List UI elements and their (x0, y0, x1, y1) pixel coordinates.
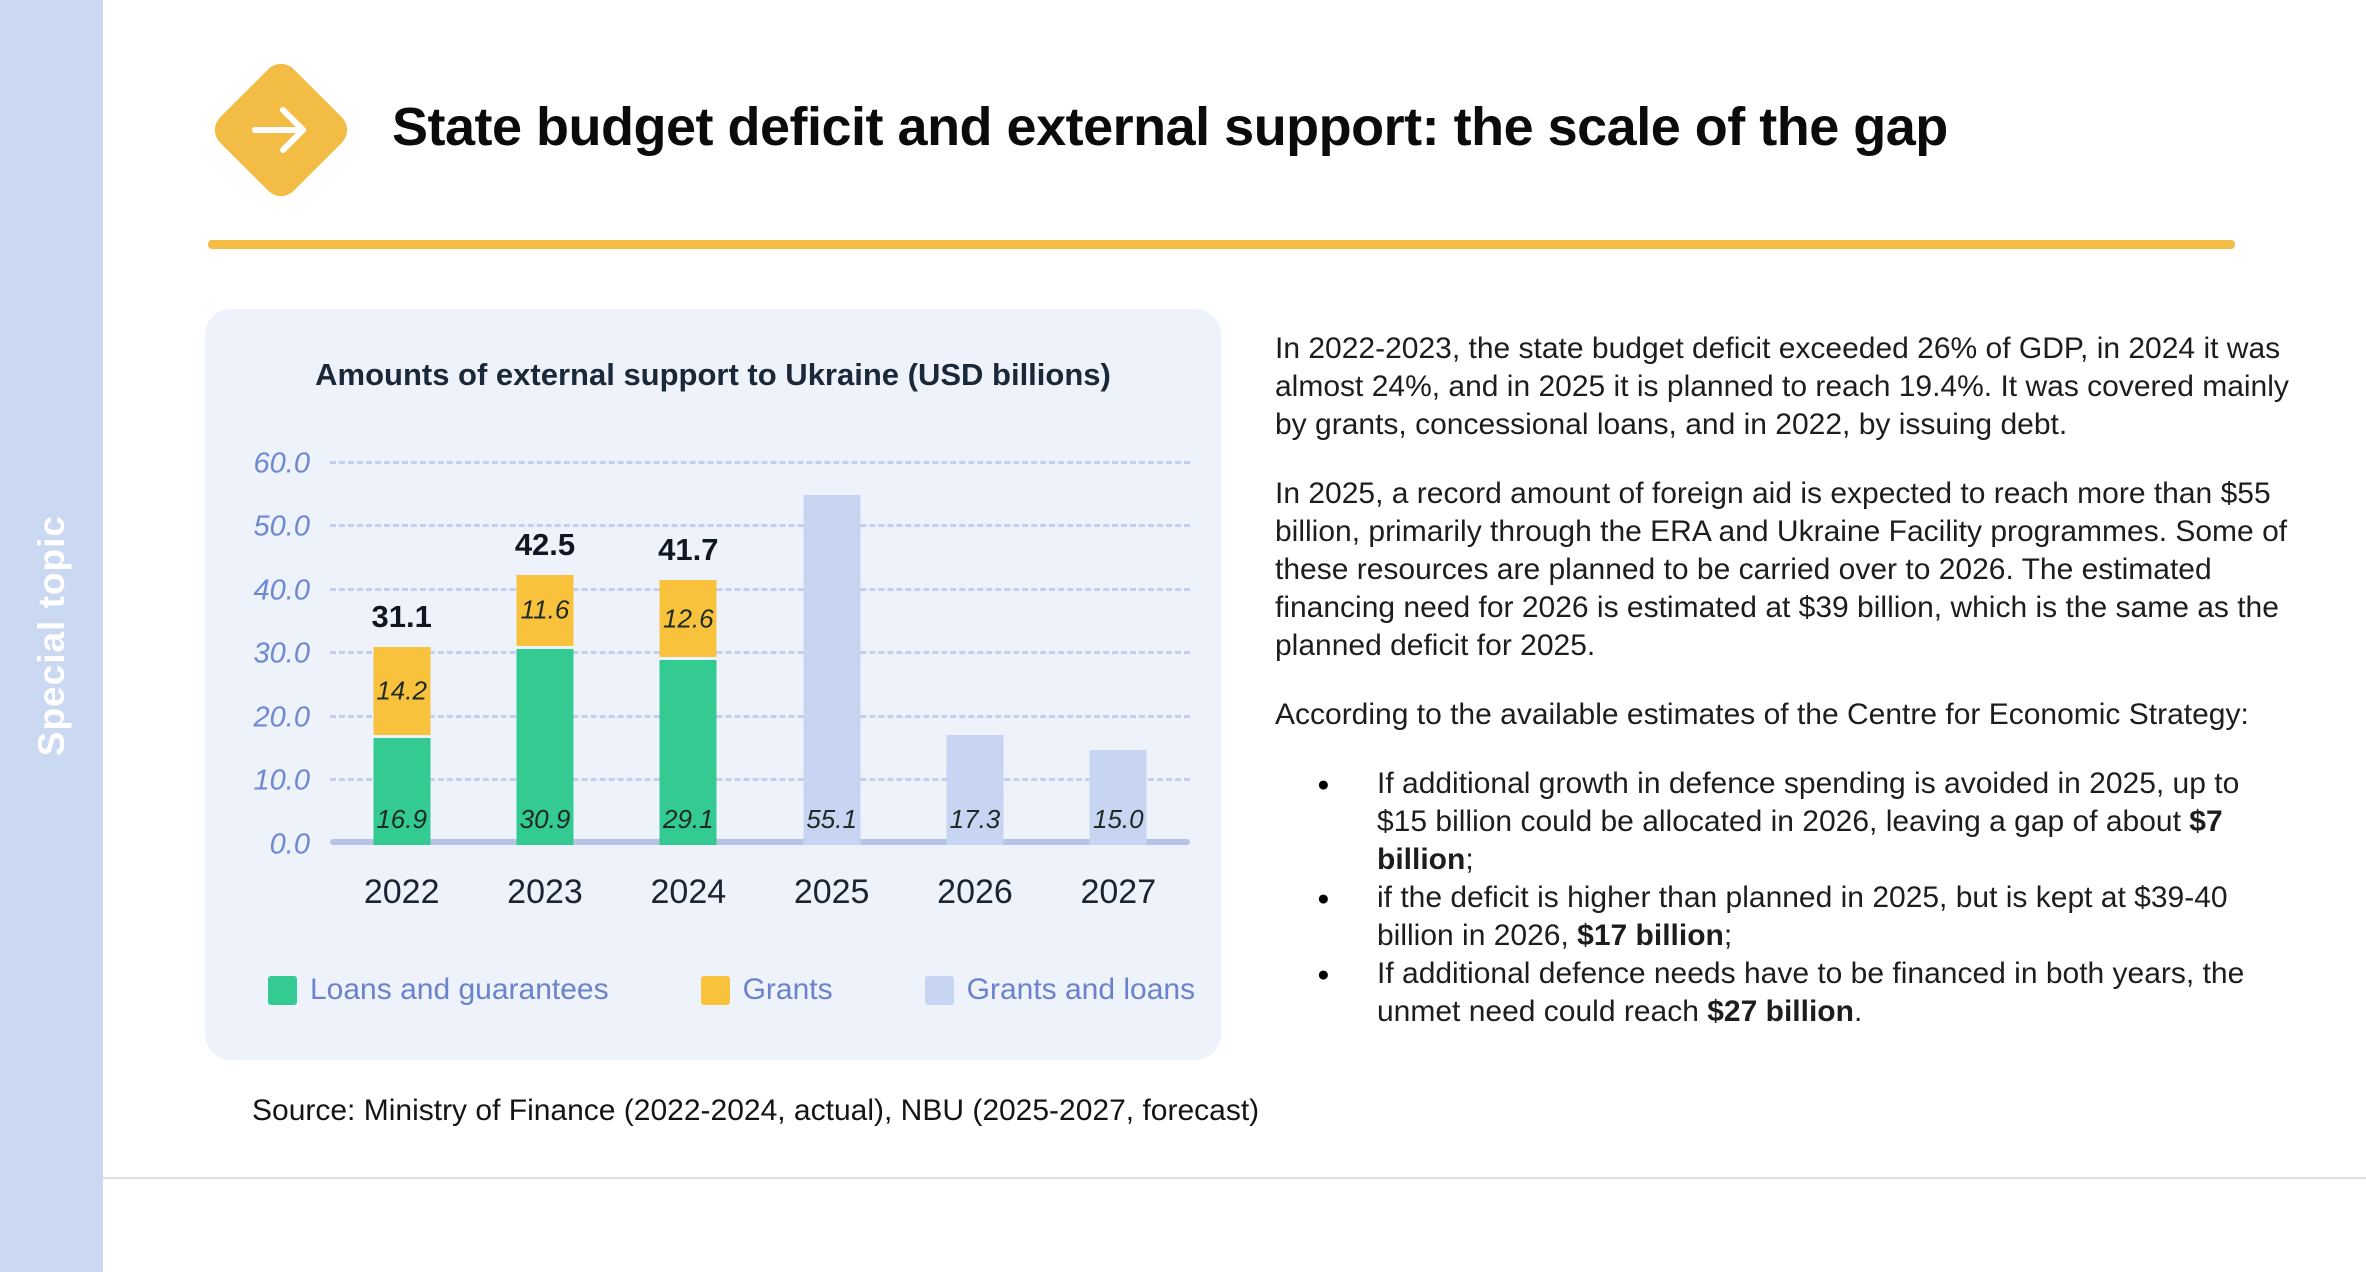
bullet-gap-17bn: if the deficit is higher than planned in… (1315, 879, 2291, 955)
gridline-40: 40.0 (254, 574, 1190, 606)
segment-value-label: 14.2 (376, 675, 427, 706)
x-axis-label-2025: 2025 (793, 873, 870, 911)
chart-title: Amounts of external support to Ukraine (… (315, 357, 1111, 392)
page-title: State budget deficit and external suppor… (392, 97, 1948, 157)
x-axis-label-2027: 2027 (1080, 873, 1157, 911)
bullet-bold-value: $7 billion (1377, 805, 2223, 876)
bar-segment-2023-grants: 11.6 (516, 574, 574, 646)
gridline-10: 10.0 (254, 765, 1190, 797)
gridline-30: 30.0 (254, 638, 1190, 670)
legend-label: Grants (742, 973, 833, 1006)
y-tick-label: 20.0 (253, 701, 310, 734)
y-tick-label: 60.0 (253, 447, 310, 480)
gridline-50: 50.0 (254, 511, 1190, 543)
x-axis-label-2026: 2026 (937, 873, 1013, 911)
bar-segment-2026-grants-and-loans: 17.3 (946, 735, 1004, 845)
estimates-bullet-list: If additional growth in defence spending… (1315, 765, 2291, 1031)
bar-segment-2025-grants-and-loans: 55.1 (803, 494, 861, 845)
bar-total-label-2024: 41.7 (658, 532, 719, 568)
bullet-bold-value: $17 billion (1577, 919, 1724, 952)
legend-item-grants: Grants (700, 973, 833, 1007)
bullet-text: If additional growth in defence spending… (1377, 767, 2240, 838)
bullet-text: if the deficit is higher than planned in… (1377, 881, 2228, 952)
bar-slot-2026: 17.3 (903, 432, 1046, 845)
bullet-text: ; (1723, 919, 1733, 952)
paragraph-deficit: In 2022-2023, the state budget deficit e… (1275, 332, 2289, 441)
bar-segment-2022-loans-and-guarantees: 16.9 (373, 737, 431, 845)
legend-swatch-blue (924, 975, 954, 1005)
bar-segment-2027-grants-and-loans: 15.0 (1089, 749, 1147, 845)
segment-value-label: 12.6 (663, 603, 714, 634)
bar-segment-2022-grants: 14.2 (373, 647, 431, 735)
legend-item-grants-and-loans: Grants and loans (924, 973, 1196, 1007)
segment-value-label: 55.1 (806, 804, 857, 834)
chart-x-axis-labels: 2022 2023 2024 2025 2026 2027 (330, 873, 1190, 912)
bar-total-label-2023: 42.5 (514, 526, 576, 562)
bar-slot-2024: 29.1 12.6 41.7 (617, 432, 760, 845)
y-tick-label: 40.0 (253, 574, 310, 607)
bar-slot-2023: 30.9 11.6 42.5 (473, 432, 616, 845)
segment-value-label: 15.0 (1092, 804, 1144, 834)
segment-value-label: 30.9 (519, 804, 571, 834)
commentary-column: In 2022-2023, the state budget deficit e… (1275, 330, 2291, 1031)
footer-divider (103, 1177, 2366, 1179)
x-axis-label-2023: 2023 (507, 873, 583, 911)
source-note: Source: Ministry of Finance (2022-2024, … (252, 1094, 1260, 1127)
bullet-text: . (1853, 995, 1863, 1028)
bar-segment-2023-loans-and-guarantees: 30.9 (516, 648, 574, 845)
paragraph-ces-intro: According to the available estimates of … (1275, 698, 2249, 731)
right-arrow-icon (252, 107, 306, 153)
bar-segment-2024-grants: 12.6 (659, 580, 717, 658)
bullet-bold-value: $27 billion (1707, 995, 1854, 1028)
sidebar: Special topic (0, 0, 103, 1272)
segment-value-label: 16.9 (376, 804, 427, 834)
sidebar-section-label: Special topic (30, 515, 72, 757)
x-axis-label-2024: 2024 (650, 873, 727, 911)
paragraph-aid-2025: In 2025, a record amount of foreign aid … (1275, 477, 2288, 662)
bar-slot-2027: 15.0 (1047, 432, 1190, 845)
chart-card: Amounts of external support to Ukraine (… (205, 309, 1221, 1060)
x-axis-label-2022: 2022 (363, 873, 440, 911)
legend-swatch-yellow (700, 975, 730, 1005)
bar-slot-2022: 16.9 14.2 31.1 (330, 432, 473, 845)
y-tick-label: 0.0 (269, 828, 310, 861)
bar-segment-2024-loans-and-guarantees: 29.1 (659, 660, 717, 845)
segment-value-label: 11.6 (520, 594, 570, 625)
chart-legend: Loans and guarantees Grants Grants and l… (268, 973, 1195, 1007)
arrow-diamond-icon (207, 56, 355, 204)
bullet-gap-27bn: If additional defence needs have to be f… (1315, 955, 2291, 1031)
bullet-text: If additional defence needs have to be f… (1377, 957, 2245, 1028)
y-tick-label: 50.0 (253, 510, 310, 543)
segment-value-label: 29.1 (663, 804, 714, 834)
title-underline (208, 240, 2235, 249)
gridline-60: 60.0 (254, 447, 1190, 479)
bars-container: 16.9 14.2 31.1 30.9 11.6 42.5 29.1 12.6 41.7 55.1… (330, 432, 1190, 845)
gridline-20: 20.0 (254, 701, 1190, 733)
legend-label: Loans and guarantees (310, 973, 609, 1006)
chart-plot-area: 0.0 10.0 20.0 30.0 40.0 50.0 60.0 16.9 14.2 31.1 3… (254, 432, 1190, 861)
x-axis-line: 0.0 (270, 829, 1190, 861)
legend-label: Grants and loans (966, 973, 1196, 1006)
bar-total-label-2022: 31.1 (371, 599, 432, 635)
legend-swatch-green (268, 975, 297, 1005)
y-tick-label: 30.0 (253, 637, 310, 670)
bullet-gap-7bn: If additional growth in defence spending… (1315, 765, 2291, 879)
bullet-text: ; (1465, 843, 1474, 876)
y-tick-label: 10.0 (253, 764, 310, 797)
bar-slot-2025: 55.1 (760, 432, 903, 845)
legend-item-loans-and-guarantees: Loans and guarantees (268, 973, 609, 1007)
segment-value-label: 17.3 (949, 804, 1001, 834)
